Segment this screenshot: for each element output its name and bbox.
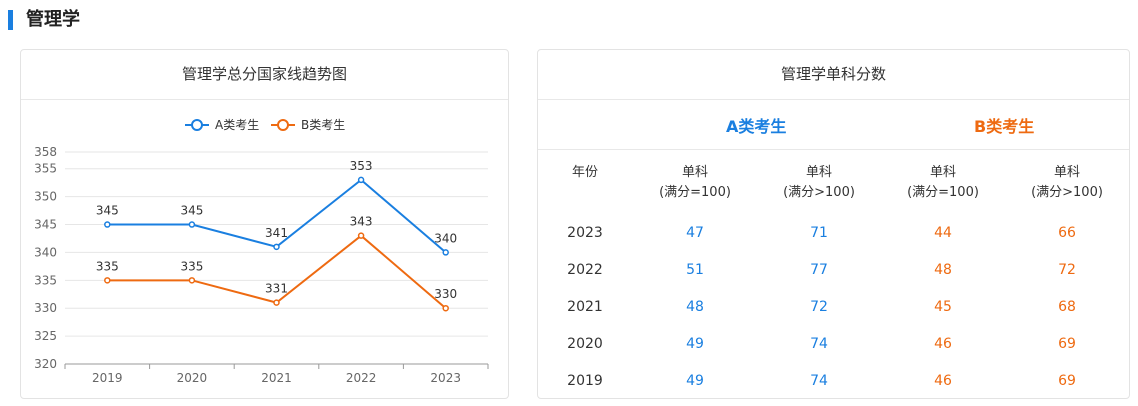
line-chart: 320 325 330 335 340 345 350 355 358 2019 2020 2021 2… (34, 145, 489, 385)
data-label: 335 (96, 259, 119, 273)
y-tick-label: 340 (34, 245, 57, 259)
y-tick-label: 355 (34, 162, 57, 176)
a-gt100-cell: 74 (810, 373, 828, 389)
column-header-a-gt100: 单科 (满分>100) (769, 163, 869, 203)
data-point (188, 221, 196, 228)
y-tick-label: 335 (34, 273, 57, 287)
group-label-b: B类考生 (974, 117, 1035, 136)
group-header-row: A类考生 B类考生 (538, 99, 1129, 150)
y-tick-label: 325 (34, 329, 57, 343)
legend-marker-a (191, 119, 203, 131)
y-tick-label: 358 (34, 145, 57, 159)
column-header-line1: 单科 (805, 165, 832, 180)
data-point (104, 221, 111, 228)
series-line-a (107, 178, 447, 254)
column-header-line1: 单科 (1053, 165, 1080, 180)
b-100-cell: 46 (934, 373, 952, 389)
year-cell: 2019 (567, 373, 603, 389)
b-gt100-cell: 69 (1058, 373, 1076, 389)
data-label: 353 (350, 159, 373, 173)
year-cell: 2020 (567, 336, 603, 352)
a-gt100-cell: 72 (810, 299, 828, 315)
column-header-a-100: 单科 (满分=100) (645, 163, 745, 203)
column-header-b-100: 单科 (满分=100) (893, 163, 993, 203)
b-gt100-cell: 66 (1058, 225, 1076, 241)
legend-marker-b (277, 119, 289, 131)
a-gt100-cell: 77 (810, 262, 828, 278)
data-label: 343 (350, 215, 373, 229)
data-point (357, 232, 365, 239)
y-tick-label: 350 (34, 190, 57, 204)
year-cell: 2023 (567, 225, 603, 241)
x-tick-label: 2023 (430, 371, 461, 385)
year-cell: 2022 (567, 262, 603, 278)
data-label: 340 (434, 231, 457, 245)
group-label-a: A类考生 (726, 117, 787, 136)
a-100-cell: 49 (686, 336, 704, 352)
b-100-cell: 45 (934, 299, 952, 315)
b-100-cell: 48 (934, 262, 952, 278)
b-100-cell: 44 (934, 225, 952, 241)
table-title: 管理学单科分数 (538, 50, 1129, 100)
y-tick-label: 320 (34, 357, 57, 371)
y-tick-label: 330 (34, 301, 57, 315)
data-label: 335 (180, 259, 203, 273)
data-label: 345 (180, 204, 203, 218)
a-100-cell: 51 (686, 262, 704, 278)
data-point (442, 249, 449, 256)
year-cell: 2021 (567, 299, 603, 315)
x-tick-label: 2022 (346, 371, 377, 385)
legend-label-a: A类考生 (215, 118, 260, 132)
data-point (104, 277, 111, 284)
year-column-header: 年份 (571, 165, 598, 180)
data-point (357, 176, 365, 184)
b-gt100-cell: 68 (1058, 299, 1076, 315)
a-gt100-cell: 74 (810, 336, 828, 352)
data-label: 341 (265, 226, 288, 240)
legend-label-b: B类考生 (301, 118, 346, 132)
column-header-line1: 单科 (681, 165, 708, 180)
a-100-cell: 47 (686, 225, 704, 241)
a-100-cell: 48 (686, 299, 704, 315)
data-label: 331 (265, 282, 288, 296)
b-gt100-cell: 69 (1058, 336, 1076, 352)
column-header-line2: (满分>100) (783, 185, 855, 200)
data-point (273, 243, 280, 251)
chart-title: 管理学总分国家线趋势图 (21, 50, 508, 100)
single-subject-card: 管理学单科分数 A类考生 B类考生 年份 单科 (满分=100) 单科 (满分>… (537, 49, 1130, 399)
b-100-cell: 46 (934, 336, 952, 352)
column-header-line1: 单科 (929, 165, 956, 180)
x-tick-label: 2019 (92, 371, 123, 385)
trend-chart-card: 管理学总分国家线趋势图 A类考生 B类考生 320 325 330 335 340 345… (20, 49, 509, 399)
data-label: 345 (96, 204, 119, 218)
column-header-line2: (满分=100) (907, 185, 979, 200)
a-gt100-cell: 71 (810, 225, 828, 241)
section-title: 管理学 (26, 9, 80, 30)
chart-legend: A类考生 B类考生 (21, 116, 508, 134)
data-point (273, 299, 280, 306)
a-100-cell: 49 (686, 373, 704, 389)
data-point (442, 304, 449, 312)
data-point (188, 277, 196, 284)
column-header-line2: (满分>100) (1031, 185, 1103, 200)
column-header-b-gt100: 单科 (满分>100) (1017, 163, 1117, 203)
x-tick-label: 2021 (261, 371, 292, 385)
column-header-line2: (满分=100) (659, 185, 731, 200)
section-accent-bar (8, 10, 13, 30)
y-tick-label: 345 (34, 218, 57, 232)
b-gt100-cell: 72 (1058, 262, 1076, 278)
data-label: 330 (434, 287, 457, 301)
x-tick-label: 2020 (177, 371, 208, 385)
